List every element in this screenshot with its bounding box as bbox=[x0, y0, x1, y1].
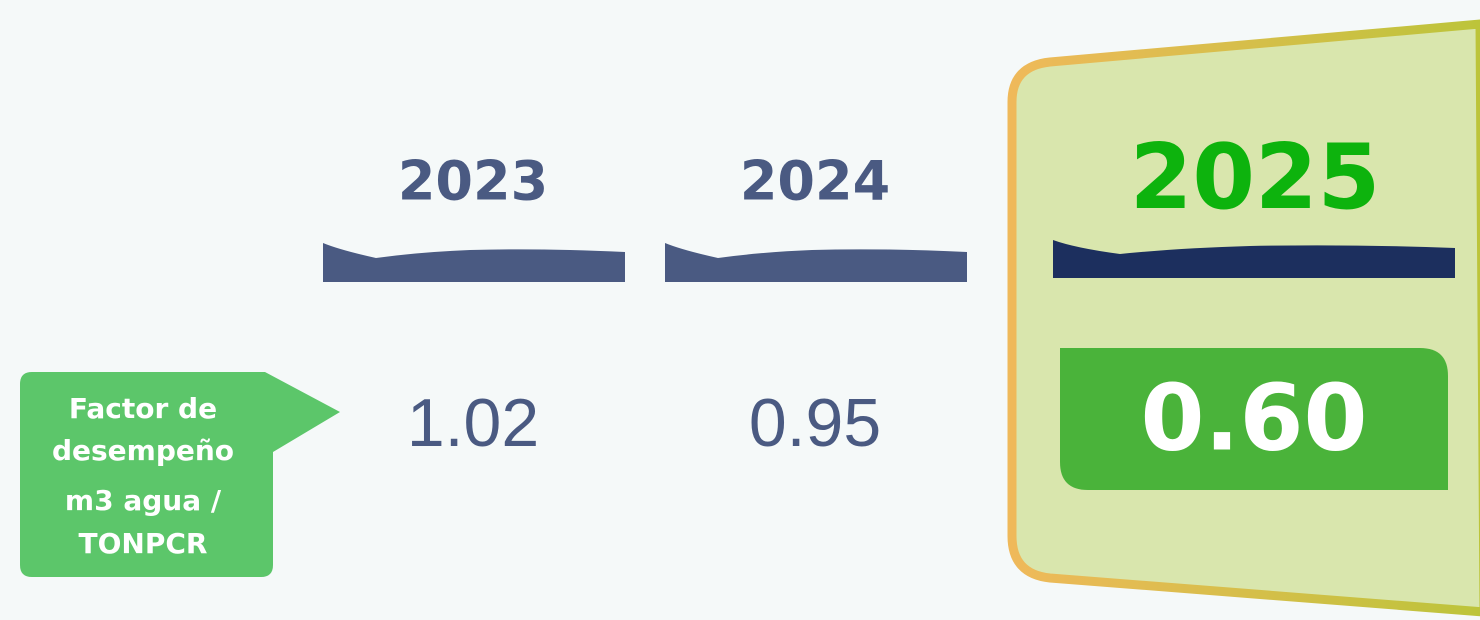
brush-bar bbox=[323, 243, 625, 282]
label-line: m3 agua / bbox=[65, 484, 222, 517]
year-highlight: 2025 bbox=[1130, 125, 1381, 230]
highlight-panel bbox=[1007, 19, 1480, 617]
label-line: TONPCR bbox=[79, 527, 208, 560]
label-line: Factor de bbox=[69, 392, 217, 425]
value-box bbox=[1060, 348, 1448, 490]
year: 2023 bbox=[398, 150, 548, 213]
year: 2024 bbox=[740, 150, 890, 213]
value: 1.02 bbox=[407, 385, 539, 461]
label-line: desempeño bbox=[52, 434, 234, 467]
brush-bar bbox=[1053, 240, 1455, 278]
brush-bar bbox=[665, 243, 967, 282]
label-callout bbox=[20, 372, 340, 577]
value: 0.95 bbox=[749, 385, 881, 461]
value-highlight: 0.60 bbox=[1141, 364, 1368, 471]
